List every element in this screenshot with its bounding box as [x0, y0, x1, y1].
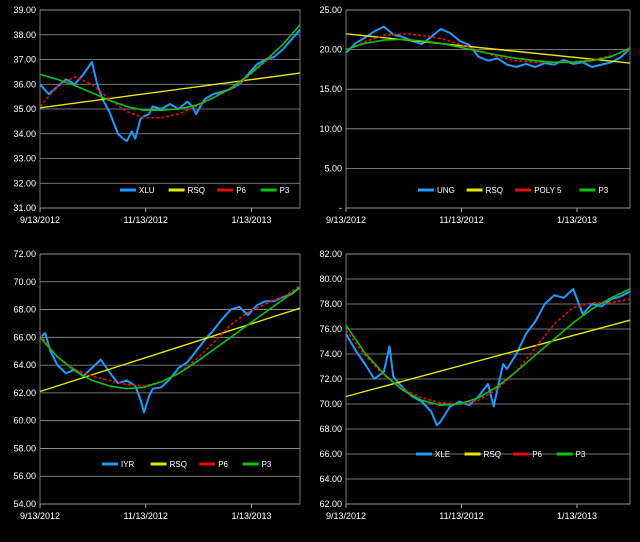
chart-xlu: 31.00 32.00 33.00 34.00 35.00 36.00 37.00 38.00…	[13, 5, 301, 225]
legend-label: UNG	[437, 186, 455, 195]
x-tick-label: 1/13/2013	[231, 215, 271, 225]
y-tick-label: 66.00	[319, 449, 342, 459]
y-tick-label: 54.00	[13, 499, 36, 509]
y-tick-label: 68.00	[13, 305, 36, 315]
x-tick-label: 1/13/2013	[557, 215, 597, 225]
y-tick-label: 62.00	[13, 388, 36, 398]
legend-label: RSQ	[188, 186, 205, 195]
legend-label: P3	[598, 186, 608, 195]
y-tick-label: 70.00	[319, 399, 342, 409]
y-tick-label: 31.00	[13, 203, 36, 213]
legend-label: XLE	[435, 450, 450, 459]
y-tick-label: 64.00	[13, 360, 36, 370]
y-tick-label: 10.00	[319, 124, 342, 134]
legend-label: IYR	[121, 460, 135, 469]
legend-label: P6	[218, 460, 228, 469]
x-tick-label: 11/13/2012	[439, 215, 483, 225]
series-line-p3	[39, 24, 301, 111]
series-line-p6	[39, 285, 301, 387]
legend-label: POLY 5	[534, 186, 562, 195]
chart-panel-ung: - 5.00 10.00 15.00 20.00 25.00 9/13/2012 11/13/…	[310, 2, 638, 234]
legend-label: P3	[262, 460, 272, 469]
series-line-rsq	[39, 307, 301, 393]
series-line-xle	[345, 288, 631, 427]
legend-label: RSQ	[484, 450, 501, 459]
y-tick-label: 35.00	[13, 104, 36, 114]
y-tick-label: 82.00	[319, 249, 342, 259]
y-tick-label: 56.00	[13, 471, 36, 481]
series-line-p3	[39, 286, 301, 390]
y-tick-label: 70.00	[13, 277, 36, 287]
y-tick-label: -	[339, 203, 342, 213]
x-tick-label: 9/13/2012	[20, 215, 60, 225]
series-line-xlu	[39, 29, 301, 143]
y-tick-label: 36.00	[13, 79, 36, 89]
y-tick-label: 25.00	[319, 5, 342, 15]
y-tick-label: 39.00	[13, 5, 36, 15]
y-tick-label: 20.00	[319, 45, 342, 55]
x-tick-label: 9/13/2012	[20, 511, 60, 521]
series-line-p3	[345, 288, 631, 406]
legend-label: XLU	[139, 186, 155, 195]
y-tick-label: 38.00	[13, 30, 36, 40]
y-tick-label: 33.00	[13, 154, 36, 164]
legend-label: P6	[236, 186, 246, 195]
y-tick-label: 64.00	[319, 474, 342, 484]
x-tick-label: 11/13/2012	[439, 511, 483, 521]
y-tick-label: 80.00	[319, 274, 342, 284]
legend-label: RSQ	[486, 186, 503, 195]
x-tick-label: 1/13/2013	[231, 511, 271, 521]
y-tick-label: 72.00	[319, 374, 342, 384]
y-tick-label: 34.00	[13, 129, 36, 139]
y-tick-label: 72.00	[13, 249, 36, 259]
chart-panel-xle: 62.00 64.00 66.00 68.00 70.00 72.00 74.00 76.00…	[310, 246, 638, 540]
plot-area	[345, 9, 631, 209]
y-tick-label: 15.00	[319, 84, 342, 94]
series-line-rsq	[345, 33, 631, 64]
y-tick-label: 32.00	[13, 178, 36, 188]
y-tick-label: 74.00	[319, 349, 342, 359]
legend-label: P3	[280, 186, 290, 195]
series-line-rsq	[39, 72, 301, 109]
chart-iyr: 54.00 56.00 58.00 60.00 62.00 64.00 66.00 68.00…	[13, 249, 301, 521]
y-tick-label: 66.00	[13, 332, 36, 342]
series-line-p3	[345, 38, 631, 64]
y-tick-label: 58.00	[13, 443, 36, 453]
chart-panel-iyr: 54.00 56.00 58.00 60.00 62.00 64.00 66.00 68.00…	[2, 246, 306, 540]
x-tick-label: 9/13/2012	[326, 215, 366, 225]
x-tick-label: 11/13/2012	[124, 511, 168, 521]
legend-label: P6	[532, 450, 542, 459]
chart-ung: - 5.00 10.00 15.00 20.00 25.00 9/13/2012 11/13/…	[319, 5, 631, 225]
y-tick-label: 78.00	[319, 299, 342, 309]
y-tick-label: 60.00	[13, 416, 36, 426]
y-tick-label: 68.00	[319, 424, 342, 434]
x-tick-label: 11/13/2012	[124, 215, 168, 225]
chart-xle: 62.00 64.00 66.00 68.00 70.00 72.00 74.00 76.00…	[319, 249, 631, 521]
chart-panel-xlu: 31.00 32.00 33.00 34.00 35.00 36.00 37.00 38.00…	[2, 2, 306, 234]
legend-label: P3	[576, 450, 586, 459]
x-tick-label: 9/13/2012	[326, 511, 366, 521]
series-line-rsq	[345, 319, 631, 398]
y-tick-label: 62.00	[319, 499, 342, 509]
x-tick-label: 1/13/2013	[557, 511, 597, 521]
y-tick-label: 76.00	[319, 324, 342, 334]
y-tick-label: 5.00	[324, 163, 342, 173]
series-line-p6	[39, 24, 301, 119]
legend-label: RSQ	[170, 460, 187, 469]
y-tick-label: 37.00	[13, 55, 36, 65]
